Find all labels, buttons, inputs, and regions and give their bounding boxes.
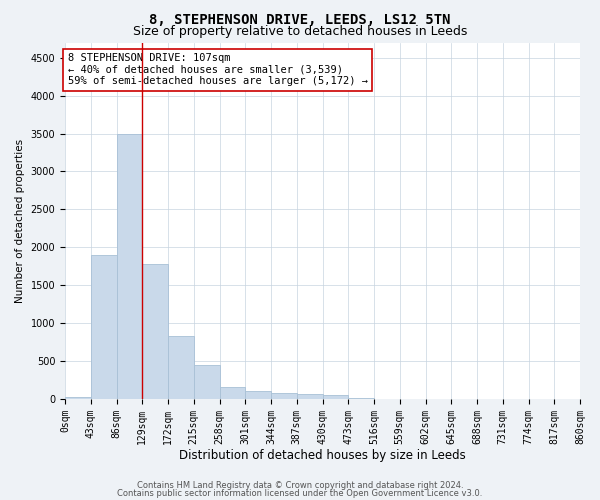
Text: Contains HM Land Registry data © Crown copyright and database right 2024.: Contains HM Land Registry data © Crown c… (137, 481, 463, 490)
Bar (116, 134, 142, 399)
Bar (142, 264, 168, 399)
Y-axis label: Number of detached properties: Number of detached properties (15, 138, 25, 303)
X-axis label: Distribution of detached houses by size in Leeds: Distribution of detached houses by size … (179, 450, 466, 462)
Bar (323, 395, 348, 399)
Bar (297, 394, 323, 399)
Text: 8, STEPHENSON DRIVE, LEEDS, LS12 5TN: 8, STEPHENSON DRIVE, LEEDS, LS12 5TN (149, 12, 451, 26)
Bar (91, 255, 116, 399)
Bar (168, 336, 194, 399)
Text: 8 STEPHENSON DRIVE: 107sqm
← 40% of detached houses are smaller (3,539)
59% of s: 8 STEPHENSON DRIVE: 107sqm ← 40% of deta… (68, 53, 368, 86)
Bar (194, 365, 220, 399)
Bar (245, 392, 271, 399)
Bar (220, 387, 245, 399)
Text: Size of property relative to detached houses in Leeds: Size of property relative to detached ho… (133, 25, 467, 38)
Text: Contains public sector information licensed under the Open Government Licence v3: Contains public sector information licen… (118, 489, 482, 498)
Bar (65, 396, 91, 399)
Bar (271, 393, 297, 399)
Bar (348, 398, 374, 399)
